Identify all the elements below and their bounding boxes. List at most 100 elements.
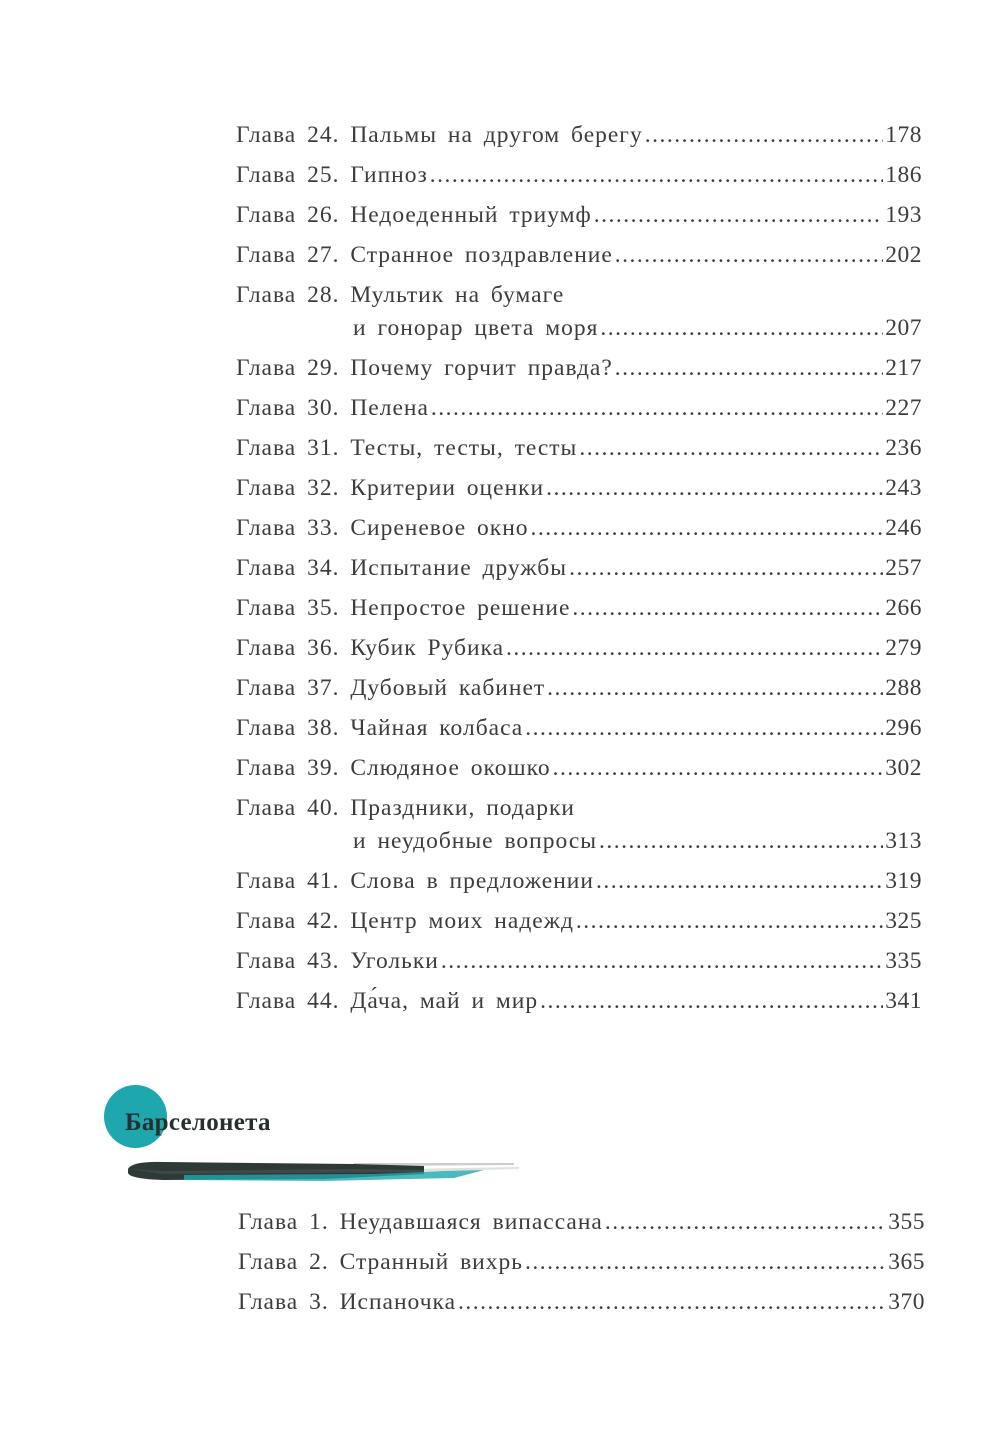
toc-entry[interactable]: Глава 24. Пальмы на другом берегу 178	[236, 115, 922, 155]
toc-entry-line: Глава 27. Странное поздравление 202	[236, 235, 922, 275]
chapter-label: Глава 28.	[236, 282, 340, 308]
dot-leader	[431, 388, 883, 428]
chapter-title: Кубик Рубика	[350, 635, 505, 661]
toc-entry-line: Глава 38. Чайная колбаса 296	[236, 708, 922, 748]
toc-entry-line: Глава 24. Пальмы на другом берегу 178	[236, 115, 922, 155]
toc-entry[interactable]: Глава 29. Почему горчит правда? 217	[236, 348, 922, 388]
section-title: Барселонета	[125, 1109, 271, 1136]
toc-entry[interactable]: Глава 44. Да́ча, май и мир 341	[236, 981, 922, 1021]
dot-leader	[579, 428, 883, 468]
toc-entry-line: Глава 31. Тесты, тесты, тесты 236	[236, 428, 922, 468]
dot-leader	[600, 308, 883, 348]
toc-entry[interactable]: Глава 37. Дубовый кабинет 288	[236, 668, 922, 708]
toc-entry[interactable]: Глава 31. Тесты, тесты, тесты 236	[236, 428, 922, 468]
dot-leader	[605, 1202, 886, 1242]
toc-entry[interactable]: Глава 35. Непростое решение 266	[236, 588, 922, 628]
chapter-title: Угольки	[350, 948, 439, 974]
chapter-label: Глава 30.	[236, 395, 340, 421]
page-number: 217	[885, 355, 922, 381]
toc-entry[interactable]: Глава 27. Странное поздравление 202	[236, 235, 922, 275]
chapter-label: Глава 44.	[236, 988, 340, 1014]
toc-entry-line: Глава 25. Гипноз 186	[236, 155, 922, 195]
toc-entry[interactable]: Глава 33. Сиреневое окно 246	[236, 508, 922, 548]
page-number: 257	[885, 555, 922, 581]
chapter-title: Чайная колбаса	[350, 715, 524, 741]
toc-entry-line: Глава 3. Испаночка 370	[238, 1282, 925, 1322]
chapter-label: Глава 29.	[236, 355, 340, 381]
page-number: 243	[885, 475, 922, 501]
page-number: 246	[885, 515, 922, 541]
page-number: 227	[885, 395, 922, 421]
toc-list-part1: Глава 24. Пальмы на другом берегу178Глав…	[236, 115, 922, 1021]
page-number: 302	[885, 755, 922, 781]
chapter-title: Слова в предложении	[350, 868, 594, 894]
toc-entry-line: Глава 1. Неудавшаяся випассана 355	[238, 1202, 925, 1242]
toc-entry[interactable]: Глава 32. Критерии оценки 243	[236, 468, 922, 508]
chapter-title: Пальмы на другом берегу	[350, 122, 643, 148]
toc-entry[interactable]: Глава 30. Пелена 227	[236, 388, 922, 428]
chapter-label: Глава 38.	[236, 715, 340, 741]
dot-leader	[441, 941, 883, 981]
chapter-label: Глава 42.	[236, 908, 340, 934]
toc-entry[interactable]: Глава 40. Праздники, подарки и неудобные …	[236, 788, 922, 861]
dot-leader	[458, 1282, 886, 1322]
toc-entry-line: Глава 29. Почему горчит правда? 217	[236, 348, 922, 388]
toc-entry[interactable]: Глава 28. Мультик на бумаге и гонорар цве…	[236, 275, 922, 348]
dot-leader	[540, 981, 883, 1021]
page-number: 236	[885, 435, 922, 461]
chapter-title: Сиреневое окно	[350, 515, 529, 541]
toc-entry-line: Глава 40. Праздники, подарки	[236, 788, 922, 821]
toc-entry[interactable]: Глава 36. Кубик Рубика 279	[236, 628, 922, 668]
toc-entry-line: Глава 28. Мультик на бумаге	[236, 275, 922, 308]
chapter-title-continued: и гонорар цвета моря	[353, 315, 599, 341]
chapter-label: Глава 27.	[236, 242, 340, 268]
page-number: 266	[885, 595, 922, 621]
page-number: 178	[885, 122, 922, 148]
toc-entry[interactable]: Глава 34. Испытание дружбы 257	[236, 548, 922, 588]
dot-leader	[615, 235, 883, 275]
toc-entry[interactable]: Глава 25. Гипноз 186	[236, 155, 922, 195]
toc-entry[interactable]: Глава 2. Странный вихрь 365	[238, 1242, 925, 1282]
toc-entry[interactable]: Глава 42. Центр моих надежд 325	[236, 901, 922, 941]
dot-leader	[525, 1242, 886, 1282]
chapter-title: Непростое решение	[350, 595, 571, 621]
toc-entry-line: Глава 37. Дубовый кабинет 288	[236, 668, 922, 708]
accent-circle	[104, 1085, 167, 1148]
chapter-title: Неудавшаяся випассана	[339, 1209, 603, 1235]
toc-entry[interactable]: Глава 26. Недоеденный триумф 193	[236, 195, 922, 235]
chapter-title: Испаночка	[339, 1289, 457, 1315]
toc-entry-line: Глава 43. Угольки 335	[236, 941, 922, 981]
page-number: 313	[885, 828, 922, 854]
toc-entry-line: Глава 39. Слюдяное окошко 302	[236, 748, 922, 788]
dot-leader	[430, 155, 883, 195]
page-number: 319	[885, 868, 922, 894]
chapter-title: Дубовый кабинет	[350, 675, 546, 701]
chapter-label: Глава 41.	[236, 868, 340, 894]
toc-entry[interactable]: Глава 43. Угольки 335	[236, 941, 922, 981]
chapter-title: Центр моих надежд	[350, 908, 574, 934]
chapter-title: Недоеденный триумф	[350, 202, 592, 228]
chapter-title: Мультик на бумаге	[350, 282, 565, 308]
toc-entry-line: Глава 35. Непростое решение 266	[236, 588, 922, 628]
page-number: 202	[885, 242, 922, 268]
chapter-label: Глава 32.	[236, 475, 340, 501]
page-number: 335	[885, 948, 922, 974]
page-number: 355	[888, 1209, 925, 1235]
chapter-label: Глава 2.	[238, 1249, 329, 1275]
dot-leader	[599, 821, 883, 861]
toc-entry[interactable]: Глава 38. Чайная колбаса 296	[236, 708, 922, 748]
toc-entry-line: и неудобные вопросы 313	[236, 821, 922, 861]
toc-entry[interactable]: Глава 39. Слюдяное окошко 302	[236, 748, 922, 788]
page-number: 193	[885, 202, 922, 228]
toc-entry-line: Глава 2. Странный вихрь 365	[238, 1242, 925, 1282]
dot-leader	[531, 508, 884, 548]
toc-entry[interactable]: Глава 1. Неудавшаяся випассана 355	[238, 1202, 925, 1242]
page-number: 279	[885, 635, 922, 661]
toc-entry-line: Глава 32. Критерии оценки 243	[236, 468, 922, 508]
chapter-title-continued: и неудобные вопросы	[353, 828, 598, 854]
toc-entry[interactable]: Глава 41. Слова в предложении 319	[236, 861, 922, 901]
chapter-label: Глава 37.	[236, 675, 340, 701]
page-number: 296	[885, 715, 922, 741]
toc-entry[interactable]: Глава 3. Испаночка 370	[238, 1282, 925, 1322]
toc-entry-line: и гонорар цвета моря 207	[236, 308, 922, 348]
